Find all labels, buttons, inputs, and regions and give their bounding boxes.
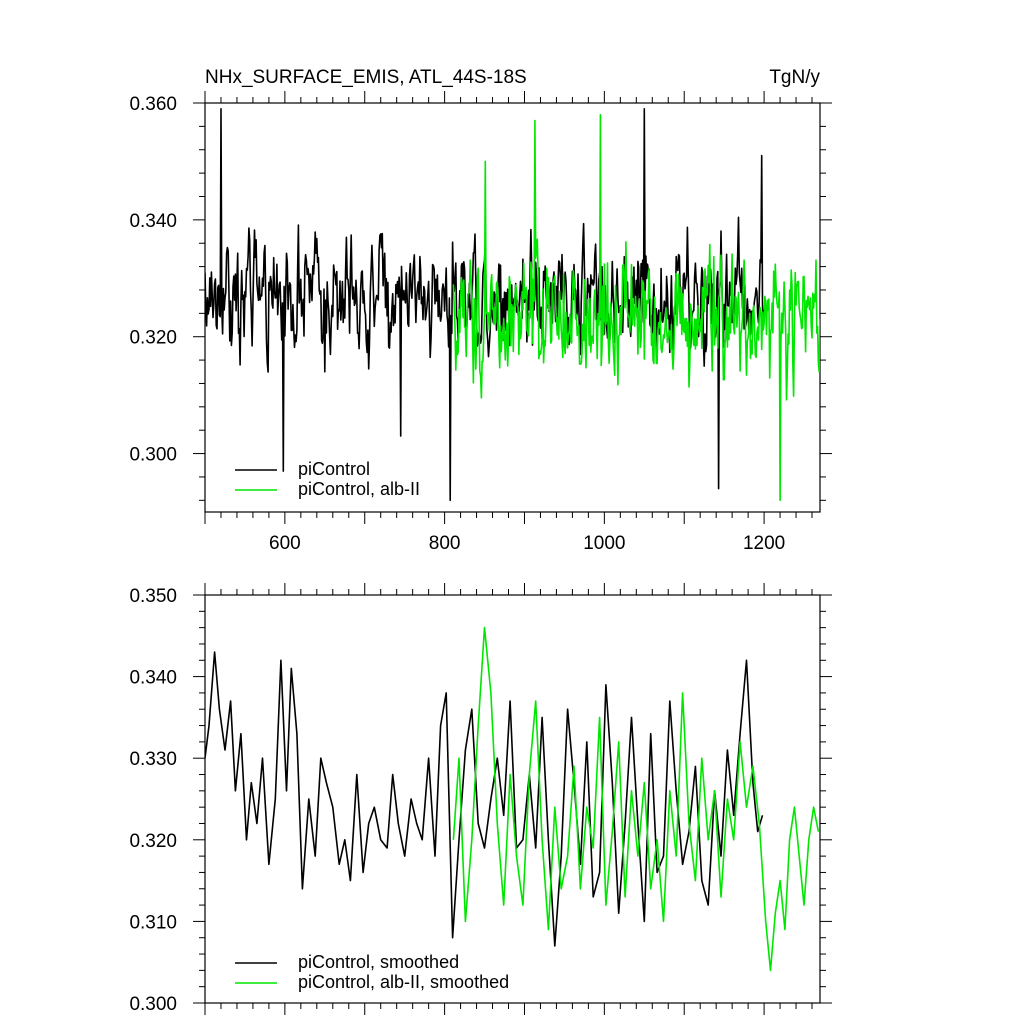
legend-label: piControl, alb-II (298, 479, 420, 499)
x-tick-label: 600 (269, 533, 301, 554)
y-tick-label: 0.350 (129, 586, 177, 607)
legend-label: piControl, alb-II, smoothed (298, 972, 509, 992)
chart-title: NHx_SURFACE_EMIS, ATL_44S-18S (205, 67, 527, 88)
y-tick-label: 0.340 (129, 668, 177, 689)
plot-frame-2 (204, 594, 821, 1004)
y-tick-label: 0.320 (129, 328, 177, 349)
x-tick-label: 1200 (743, 533, 785, 554)
legend-label: piControl (298, 459, 370, 479)
series-line-2-2 (452, 626, 820, 972)
x-tick-label: 1000 (583, 533, 625, 554)
y-tick-label: 0.310 (129, 912, 177, 933)
y-tick-label: 0.300 (129, 445, 177, 466)
x-tick-label: 800 (429, 533, 461, 554)
y-tick-label: 0.330 (129, 749, 177, 770)
y-tick-label: 0.340 (129, 211, 177, 232)
legend-label: piControl, smoothed (298, 952, 459, 972)
y-tick-label: 0.320 (129, 831, 177, 852)
y-tick-label: 0.360 (129, 94, 177, 115)
series-line-2-1 (205, 651, 764, 947)
chart-units: TgN/y (769, 67, 820, 88)
y-tick-label: 0.300 (129, 994, 177, 1015)
series-line-1-2 (452, 113, 820, 502)
